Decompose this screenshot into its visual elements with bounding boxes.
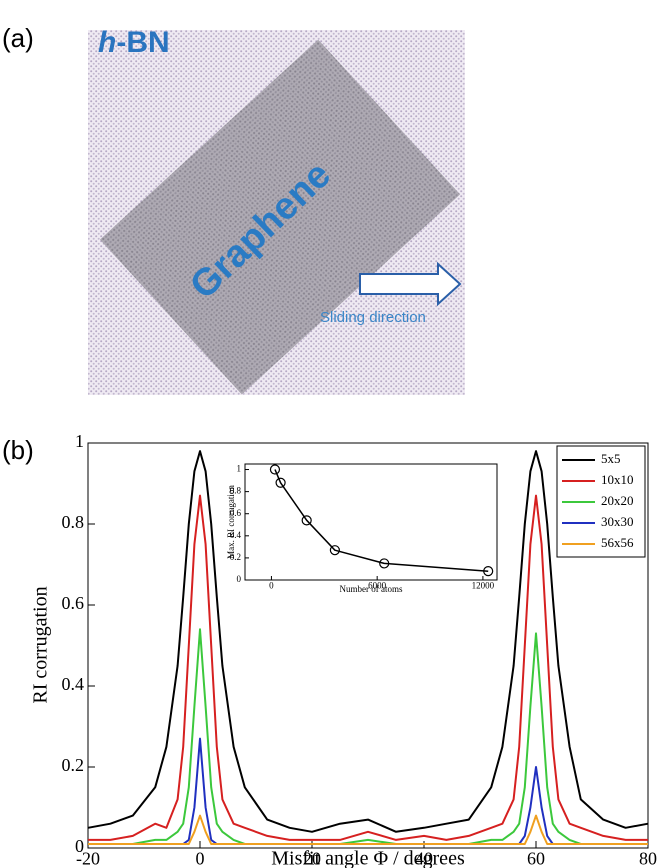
data-line (88, 737, 648, 845)
y-axis-label: Max. RI corrugation (226, 485, 236, 559)
data-point (483, 566, 494, 577)
data-point (329, 545, 340, 556)
x-axis-label: Misfit angle Φ / degrees (271, 848, 465, 868)
data-line (88, 628, 648, 845)
data-point (269, 464, 281, 475)
legend-label: 10x10 (601, 472, 634, 487)
y-tick-label: 0.4 (230, 530, 242, 540)
y-axis-label: RI corrugation (30, 586, 52, 703)
y-tick-label: 0.6 (62, 593, 85, 613)
sliding-arrow (359, 261, 462, 307)
data-line (88, 494, 648, 841)
x-tick-label: 6000 (368, 580, 387, 590)
y-tick-label: 0.8 (62, 512, 85, 532)
plot-frame (87, 442, 649, 849)
data-point (301, 515, 312, 526)
x-tick-label: 0 (196, 849, 205, 868)
substrate-label-rest: -BN (116, 26, 169, 59)
y-tick-label: 0 (237, 574, 242, 584)
y-tick-label: 0.8 (230, 486, 242, 496)
data-line (87, 450, 649, 833)
panel-label: (b) (2, 435, 34, 465)
y-tick-label: 1 (237, 464, 242, 474)
x-tick-label: 40 (415, 849, 433, 868)
legend-label: 56x56 (601, 535, 634, 550)
substrate-label-italic: h (98, 26, 116, 59)
x-tick-label: 80 (639, 849, 657, 868)
y-tick-label: 0.4 (62, 674, 85, 694)
arrow-label: Sliding direction (320, 309, 426, 326)
x-tick-label: 60 (527, 849, 545, 868)
x-axis-label: Number of atoms (340, 584, 403, 594)
y-tick-label: 0.6 (230, 508, 242, 518)
x-tick-label: 12000 (472, 580, 495, 590)
x-tick-label: 0 (269, 580, 274, 590)
panel-label: (a) (2, 23, 34, 53)
y-tick-label: 0 (75, 836, 84, 856)
legend-label: 5x5 (601, 451, 621, 466)
y-tick-label: 0.2 (62, 755, 85, 775)
legend-label: 20x20 (601, 493, 634, 508)
data-line (88, 814, 648, 845)
x-tick-label: -20 (76, 849, 100, 868)
data-point (275, 477, 286, 488)
plot-frame (244, 463, 498, 581)
data-line (274, 469, 489, 572)
substrate-label: h-BN (98, 26, 170, 59)
y-tick-label: 0.2 (230, 552, 241, 562)
data-point (379, 558, 390, 569)
legend-label: 30x30 (601, 514, 634, 529)
graphene-flake (99, 39, 461, 395)
x-tick-label: 20 (303, 849, 321, 868)
y-tick-label: 1 (75, 431, 84, 451)
